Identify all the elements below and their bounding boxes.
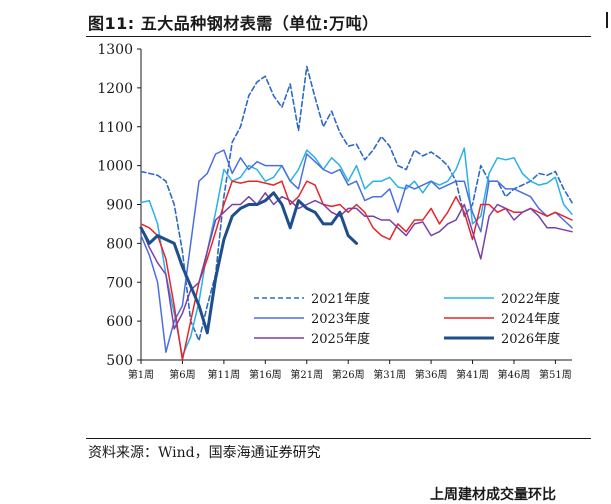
chart-series-lines — [139, 65, 573, 361]
chart-axes: 500 600 700 800 900 1000 1100 1200 1300 第1周 第6周 第11… — [97, 42, 572, 381]
x-tick-label: 第6周 — [169, 368, 195, 381]
x-tick-label: 第16周 — [249, 368, 282, 381]
x-tick-label: 第51周 — [539, 368, 572, 381]
x-tick-label: 第41周 — [456, 368, 489, 381]
y-tick-label: 1100 — [97, 120, 133, 136]
source-rule — [86, 438, 591, 439]
title-underline — [86, 36, 591, 37]
legend-label-4: 2024年度 — [501, 311, 560, 327]
legend-label-3: 2023年度 — [311, 311, 370, 327]
x-tick-label: 第1周 — [128, 368, 154, 381]
y-tick-label: 800 — [106, 236, 133, 252]
series-line-2 — [140, 147, 573, 357]
x-tick-label: 第21周 — [290, 368, 323, 381]
source-note: 资料来源：Wind，国泰海通证券研究 — [88, 445, 321, 461]
legend-label-2: 2022年度 — [501, 291, 560, 307]
series-line-4 — [140, 180, 573, 361]
y-tick-label: 1200 — [97, 81, 133, 97]
y-tick-label: 600 — [106, 314, 133, 330]
series-line-6 — [139, 191, 358, 335]
next-section-heading: 上周建材成交量环比 — [430, 487, 556, 503]
legend-label-6: 2026年度 — [501, 331, 560, 347]
x-tick-label: 第31周 — [373, 368, 406, 381]
x-tick-label: 第26周 — [332, 368, 365, 381]
y-tick-label: 1000 — [97, 159, 133, 175]
series-line-1 — [140, 65, 573, 342]
chart-title: 图11: 五大品种钢材表需（单位:万吨） — [88, 14, 379, 33]
y-tick-label: 1300 — [97, 42, 133, 58]
legend-label-5: 2025年度 — [311, 331, 370, 347]
y-tick-label: 700 — [106, 275, 133, 291]
x-tick-label: 第11周 — [208, 368, 241, 381]
y-tick-label: 500 — [106, 353, 133, 369]
series-line-3 — [140, 149, 573, 353]
chart-legend: 2021年度 2022年度 2023年度 2024年度 2025年度 2026年度 — [254, 291, 560, 347]
legend-label-1: 2021年度 — [311, 291, 370, 307]
x-tick-label: 第36周 — [415, 368, 448, 381]
next-column-edge — [606, 12, 611, 28]
y-tick-label: 900 — [106, 198, 133, 214]
series-line-5 — [140, 192, 573, 330]
x-tick-label: 第46周 — [498, 368, 531, 381]
